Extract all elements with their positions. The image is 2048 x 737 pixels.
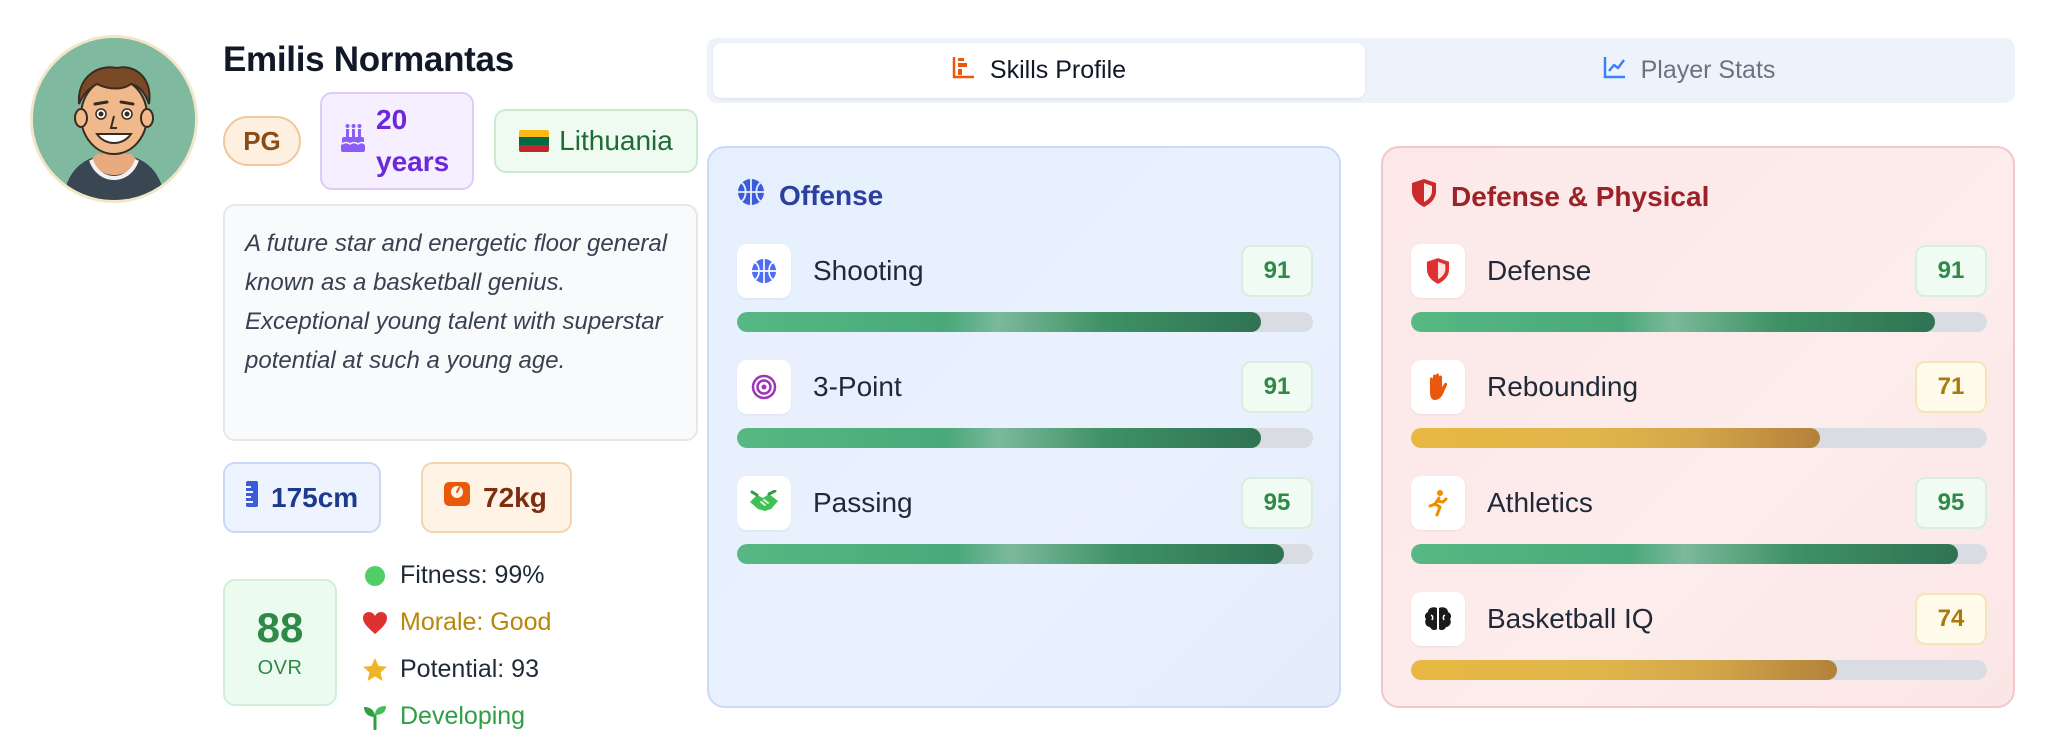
skill-bar-track — [1411, 312, 1987, 332]
skill-bar-fill — [1411, 312, 1936, 332]
skill-name: Athletics — [1487, 487, 1593, 518]
skill-shooting: Shooting 91 — [737, 244, 1313, 332]
status-potential: Potential: 93 — [362, 646, 551, 693]
basketball-icon — [737, 178, 765, 213]
handshake-icon — [737, 476, 791, 530]
status-potential-text: Potential: 93 — [400, 655, 539, 683]
tab-skills-profile[interactable]: Skills Profile — [713, 43, 1365, 98]
offense-header: Offense — [737, 178, 883, 213]
weight-value: 72kg — [483, 481, 547, 513]
height-value: 175cm — [271, 481, 359, 513]
age-unit: years — [376, 146, 450, 177]
player-status-list: Fitness: 99% Morale: Good Potential: 93 … — [362, 552, 551, 737]
overall-rating-value: 88 — [256, 604, 304, 651]
tab-skills-profile-label: Skills Profile — [989, 56, 1127, 84]
player-name: Emilis Normantas — [223, 40, 514, 79]
skill-name: Passing — [813, 487, 913, 518]
runner-icon — [1411, 476, 1465, 530]
player-bio: A future star and energetic floor genera… — [223, 204, 698, 441]
country-label: Lithuania — [559, 125, 673, 156]
status-development: Developing — [362, 693, 551, 737]
defense-header: Defense & Physical — [1411, 178, 1709, 215]
skill-athletics: Athletics 95 — [1411, 476, 1987, 564]
skill-value: 71 — [1915, 361, 1987, 413]
skill-name: Defense — [1487, 255, 1592, 286]
overall-rating-card: 88 OVR — [223, 579, 337, 706]
offense-panel: Offense Shooting 91 — [707, 146, 1341, 708]
skill-bar-fill — [737, 428, 1262, 448]
avatar-illustration — [33, 38, 195, 200]
brain-icon — [1411, 592, 1465, 646]
defense-panel: Defense & Physical Defense 91 Reboundin — [1381, 146, 2015, 708]
skill-bar-fill — [1411, 660, 1838, 680]
status-development-text: Developing — [400, 702, 526, 730]
country-badge: Lithuania — [494, 109, 698, 173]
shield-icon — [1411, 178, 1437, 215]
skill-name: Basketball IQ — [1487, 603, 1654, 634]
age-text: 20 years — [376, 99, 449, 183]
height-badge: 175cm — [223, 462, 381, 533]
skill-bar-track — [1411, 660, 1987, 680]
skill-bar-fill — [737, 544, 1285, 564]
skill-bar-track — [1411, 428, 1987, 448]
skill-value: 95 — [1241, 477, 1313, 529]
lithuania-flag-icon — [519, 130, 550, 152]
skill-bar-track — [737, 544, 1313, 564]
raised-hand-icon — [1411, 360, 1465, 414]
skill-bar-track — [1411, 544, 1987, 564]
birthday-cake-icon — [340, 123, 366, 160]
target-icon — [737, 360, 791, 414]
status-fitness-text: Fitness: 99% — [400, 561, 545, 589]
status-morale-text: Morale: Good — [400, 608, 552, 636]
skill-name: 3-Point — [813, 371, 902, 402]
status-morale: Morale: Good — [362, 599, 551, 646]
heart-icon — [362, 610, 388, 636]
position-label: PG — [243, 125, 281, 156]
line-chart-icon — [1603, 55, 1627, 86]
weight-badge: 72kg — [421, 462, 572, 533]
skill-name: Rebounding — [1487, 371, 1639, 402]
offense-title: Offense — [779, 179, 884, 211]
skill-passing: Passing 95 — [737, 476, 1313, 564]
bar-chart-icon — [952, 55, 976, 86]
green-dot-icon — [362, 563, 388, 589]
position-badge: PG — [223, 116, 301, 166]
sprout-icon — [362, 704, 388, 730]
skill-basketball-iq: Basketball IQ 74 — [1411, 592, 1987, 680]
ruler-icon — [245, 480, 259, 515]
overall-rating-label: OVR — [257, 657, 303, 679]
scale-icon — [443, 480, 471, 515]
star-icon — [362, 657, 388, 683]
skill-value: 74 — [1915, 593, 1987, 645]
status-fitness: Fitness: 99% — [362, 552, 551, 599]
skill-bar-fill — [737, 312, 1262, 332]
age-number: 20 — [376, 104, 408, 135]
skill-name: Shooting — [813, 255, 924, 286]
profile-tabs: Skills Profile Player Stats — [707, 38, 2015, 103]
skill-bar-fill — [1411, 428, 1820, 448]
skill-bar-fill — [1411, 544, 1959, 564]
skill-value: 91 — [1241, 245, 1313, 297]
age-badge: 20 years — [320, 92, 474, 190]
skill-value: 95 — [1915, 477, 1987, 529]
player-avatar — [33, 38, 195, 200]
skill-rebounding: Rebounding 71 — [1411, 360, 1987, 448]
shield-icon — [1411, 244, 1465, 298]
tab-player-stats[interactable]: Player Stats — [1369, 43, 2009, 98]
skill-bar-track — [737, 312, 1313, 332]
skill-defense: Defense 91 — [1411, 244, 1987, 332]
defense-title: Defense & Physical — [1451, 180, 1710, 212]
skill-value: 91 — [1915, 245, 1987, 297]
tab-player-stats-label: Player Stats — [1640, 56, 1776, 84]
skill-3-point: 3-Point 91 — [737, 360, 1313, 448]
basketball-icon — [737, 244, 791, 298]
skill-value: 91 — [1241, 361, 1313, 413]
skill-bar-track — [737, 428, 1313, 448]
